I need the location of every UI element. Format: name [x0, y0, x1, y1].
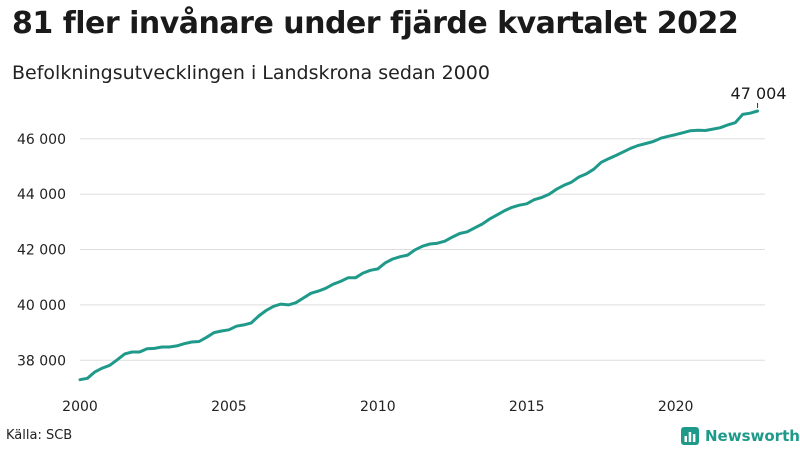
x-axis-ticks: 2000 2005 2010 2015 2020 [62, 399, 693, 415]
y-tick-label: 38 000 [17, 353, 66, 369]
brand-name: Newsworthy [705, 427, 800, 445]
y-tick-label: 42 000 [17, 243, 66, 259]
x-tick-label: 2015 [509, 399, 545, 415]
brand-logo: Newsworthy [680, 426, 800, 446]
chart-subtitle: Befolkningsutvecklingen i Landskrona sed… [12, 62, 490, 84]
source-label: Källa: SCB [6, 428, 73, 443]
x-tick-label: 2010 [360, 399, 396, 415]
annotations: 47 004 [731, 84, 787, 108]
y-tick-label: 46 000 [17, 132, 66, 148]
x-tick-label: 2020 [658, 399, 694, 415]
chart-title: 81 fler invånare under fjärde kvartalet … [12, 6, 739, 41]
y-tick-label: 40 000 [17, 298, 66, 314]
y-axis-ticks: 38 000 40 000 42 000 44 000 46 000 [17, 132, 66, 370]
x-tick-label: 2005 [211, 399, 247, 415]
series-line [78, 109, 760, 382]
end-value-label: 47 004 [731, 84, 787, 103]
series-layer [78, 109, 760, 382]
bar-chart-icon [681, 427, 699, 445]
x-tick-label: 2000 [62, 399, 98, 415]
gridlines [80, 138, 765, 361]
y-tick-label: 44 000 [17, 187, 66, 203]
